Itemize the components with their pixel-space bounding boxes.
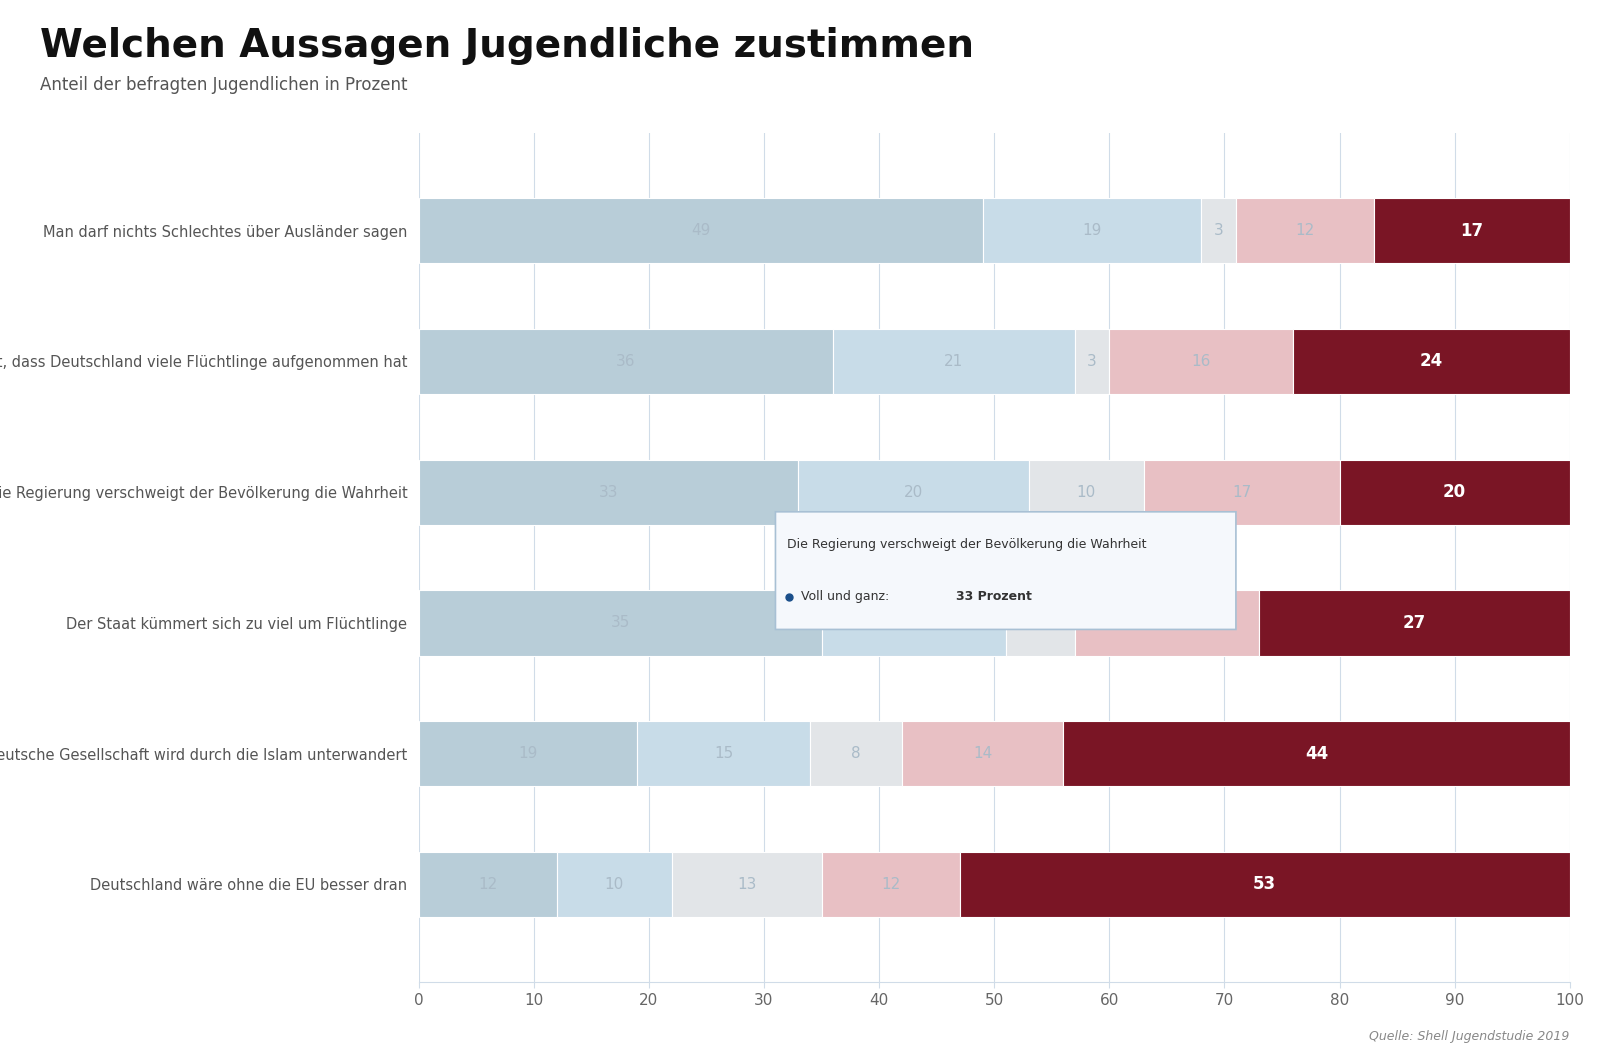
Text: 17: 17 bbox=[1232, 484, 1251, 500]
Text: 33 Prozent: 33 Prozent bbox=[956, 590, 1032, 603]
Text: 16: 16 bbox=[1191, 354, 1211, 369]
Bar bbox=[557, 852, 671, 917]
Text: 15: 15 bbox=[713, 747, 733, 761]
Text: 3: 3 bbox=[1087, 354, 1096, 369]
Text: 12: 12 bbox=[1296, 223, 1315, 238]
Bar bbox=[821, 590, 1006, 655]
Text: 20: 20 bbox=[1443, 483, 1467, 501]
Bar bbox=[419, 199, 982, 263]
Bar bbox=[1063, 721, 1570, 786]
Text: 6: 6 bbox=[1035, 615, 1045, 631]
Text: 36: 36 bbox=[617, 354, 636, 369]
Bar bbox=[1201, 199, 1236, 263]
Text: Die Regierung verschweigt der Bevölkerung die Wahrheit: Die Regierung verschweigt der Bevölkerun… bbox=[787, 538, 1146, 551]
Text: 49: 49 bbox=[691, 223, 710, 238]
Bar bbox=[671, 852, 821, 917]
Bar bbox=[1109, 329, 1293, 394]
Bar bbox=[902, 721, 1063, 786]
Text: Voll und ganz:: Voll und ganz: bbox=[800, 590, 894, 603]
Text: 16: 16 bbox=[903, 615, 923, 631]
Text: 24: 24 bbox=[1420, 353, 1443, 371]
Bar bbox=[1259, 590, 1570, 655]
Text: 14: 14 bbox=[972, 747, 992, 761]
Bar bbox=[1006, 590, 1075, 655]
Bar bbox=[1143, 460, 1340, 525]
FancyBboxPatch shape bbox=[776, 512, 1236, 630]
Bar bbox=[1340, 460, 1570, 525]
Text: 21: 21 bbox=[943, 354, 963, 369]
Text: 20: 20 bbox=[903, 484, 923, 500]
Text: 17: 17 bbox=[1460, 222, 1483, 240]
Text: 13: 13 bbox=[737, 877, 757, 892]
Text: 10: 10 bbox=[605, 877, 625, 892]
Text: 53: 53 bbox=[1253, 875, 1277, 893]
Text: 44: 44 bbox=[1304, 744, 1328, 763]
Text: 12: 12 bbox=[881, 877, 900, 892]
Bar bbox=[1373, 199, 1570, 263]
Bar bbox=[1029, 460, 1143, 525]
Text: 8: 8 bbox=[852, 747, 861, 761]
Bar bbox=[832, 329, 1075, 394]
Bar bbox=[419, 852, 557, 917]
Bar bbox=[1236, 199, 1373, 263]
Bar bbox=[638, 721, 810, 786]
Bar bbox=[1075, 590, 1259, 655]
Bar bbox=[419, 721, 638, 786]
Bar bbox=[419, 460, 799, 525]
Text: 12: 12 bbox=[478, 877, 497, 892]
Bar bbox=[821, 852, 960, 917]
Text: 10: 10 bbox=[1077, 484, 1096, 500]
Bar bbox=[419, 590, 821, 655]
Text: 19: 19 bbox=[518, 747, 538, 761]
Text: 33: 33 bbox=[599, 484, 618, 500]
Bar bbox=[1075, 329, 1109, 394]
Text: 19: 19 bbox=[1082, 223, 1101, 238]
Bar bbox=[810, 721, 902, 786]
Text: Quelle: Shell Jugendstudie 2019: Quelle: Shell Jugendstudie 2019 bbox=[1370, 1030, 1570, 1043]
Bar bbox=[1293, 329, 1570, 394]
Text: Anteil der befragten Jugendlichen in Prozent: Anteil der befragten Jugendlichen in Pro… bbox=[40, 76, 407, 95]
Text: Welchen Aussagen Jugendliche zustimmen: Welchen Aussagen Jugendliche zustimmen bbox=[40, 27, 974, 65]
Text: 35: 35 bbox=[610, 615, 630, 631]
Bar bbox=[982, 199, 1201, 263]
Bar bbox=[419, 329, 832, 394]
Text: 27: 27 bbox=[1402, 614, 1426, 632]
Bar bbox=[799, 460, 1029, 525]
Text: 16: 16 bbox=[1158, 615, 1177, 631]
Text: 3: 3 bbox=[1214, 223, 1224, 238]
Bar bbox=[960, 852, 1570, 917]
